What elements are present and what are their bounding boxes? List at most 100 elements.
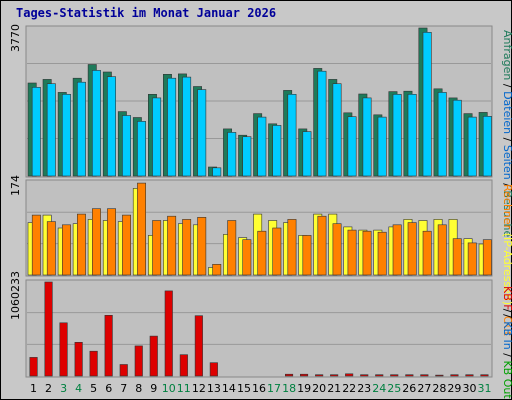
x-tick-label: 8 <box>135 382 142 395</box>
bar-kb-f-day-4 <box>74 341 83 377</box>
bar-out-day-29 <box>452 238 462 276</box>
legend-item: Anfragen <box>501 30 512 84</box>
bar-dateien-day-20 <box>317 70 327 177</box>
x-tick-label: 19 <box>297 382 311 395</box>
bar-dateien-day-15 <box>242 136 252 177</box>
x-tick-labels: 1 2 3 4 5 6 7 8 9 10 11 12 13 14 15 16 17 18 19 20 21 22 23 24 2… <box>30 382 492 395</box>
bar-kb-f-day-27 <box>420 374 429 377</box>
bar-kb-f-day-18 <box>284 373 294 377</box>
legend-item: / <box>501 138 512 145</box>
x-tick-label: 14 <box>222 382 236 395</box>
bar-dateien-day-6 <box>107 76 117 177</box>
bar-dateien-day-31 <box>482 116 492 177</box>
bar-dateien-day-29 <box>452 99 462 177</box>
bar-out-day-2 <box>46 221 56 276</box>
bar-dateien-day-12 <box>197 89 207 177</box>
x-tick-label: 15 <box>237 382 251 395</box>
legend: Anfragen / Dateien / Seiten / Besuche Re… <box>501 30 512 399</box>
page-title: Tages-Statistik im Monat Januar 2026 <box>16 6 277 20</box>
legend-2: KB F / KB In / KB Out <box>501 286 512 399</box>
bar-dateien-day-14 <box>227 132 237 177</box>
bar-dateien-day-8 <box>137 121 146 177</box>
bar-out-day-28 <box>437 224 447 276</box>
x-tick-label: 26 <box>402 382 416 395</box>
legend-item: / <box>501 183 512 190</box>
bar-out-day-22 <box>347 229 357 276</box>
bar-out-day-13 <box>212 263 222 276</box>
bar-out-day-20 <box>317 215 327 276</box>
bar-kb-f-day-5 <box>89 350 98 377</box>
x-tick-label: 28 <box>432 382 446 395</box>
x-tick-label: 9 <box>150 382 157 395</box>
x-tick-label: 20 <box>312 382 326 395</box>
bar-dateien-day-24 <box>377 116 387 177</box>
bar-kb-f-day-7 <box>119 364 128 377</box>
x-tick-label: 29 <box>447 382 461 395</box>
bar-dateien-day-21 <box>332 83 342 177</box>
bar-kb-f-day-9 <box>149 335 158 377</box>
bar-out-day-9 <box>152 220 162 276</box>
x-tick-label: 31 <box>478 382 492 395</box>
bar-out-day-17 <box>272 227 282 276</box>
x-tick-label: 5 <box>90 382 97 395</box>
bar-dateien-day-7 <box>122 115 132 177</box>
bar-kb-f-day-28 <box>435 374 444 377</box>
bar-dateien-day-4 <box>77 81 86 177</box>
bar-out-day-3 <box>61 224 71 276</box>
bar-kb-f-day-10 <box>164 290 173 377</box>
legend-item: Dateien <box>501 91 512 138</box>
bar-kb-f-day-20 <box>315 374 324 377</box>
x-tick-label: 1 <box>30 382 37 395</box>
bar-out-day-14 <box>227 220 237 276</box>
bar-kb-f-day-12 <box>194 315 203 377</box>
bar-kb-f-day-24 <box>375 374 384 377</box>
x-tick-label: 3 <box>60 382 67 395</box>
x-tick-label: 25 <box>387 382 401 395</box>
x-tick-label: 27 <box>417 382 431 395</box>
bar-kb-f-day-1 <box>29 357 38 377</box>
legend-item: / <box>501 314 512 321</box>
bar-kb-f-day-19 <box>299 373 309 377</box>
x-tick-label: 18 <box>282 382 296 395</box>
bar-out-day-27 <box>422 230 432 276</box>
x-tick-label: 21 <box>327 382 341 395</box>
bar-dateien-day-22 <box>347 116 357 177</box>
bar-kb-f-day-25 <box>390 374 399 377</box>
bar-dateien-day-25 <box>392 94 402 177</box>
bar-out-day-30 <box>467 242 477 276</box>
legend-item: Out <box>501 316 512 337</box>
bar-kb-f-day-8 <box>134 345 143 377</box>
x-tick-label: 24 <box>372 382 386 395</box>
legend-item: Seiten <box>501 145 512 183</box>
bar-out-day-10 <box>167 215 177 276</box>
bar-dateien-day-13 <box>212 167 222 177</box>
bar-kb-f-day-21 <box>330 374 339 377</box>
middle-ymax-label: 174 <box>9 175 22 196</box>
bar-dateien-day-1 <box>31 87 41 177</box>
bar-kb-f-day-22 <box>345 373 354 377</box>
x-tick-label: 17 <box>267 382 281 395</box>
bar-out-day-18 <box>287 219 297 276</box>
top-ymax-label: 3770 <box>9 24 22 52</box>
legend-item: (IP-Adressen) <box>501 233 512 309</box>
bar-out-day-12 <box>197 217 207 276</box>
bar-out-day-21 <box>332 223 342 276</box>
bar-dateien-day-18 <box>287 94 297 177</box>
bar-dateien-day-3 <box>61 94 71 177</box>
bottom-panel <box>25 279 493 378</box>
bar-out-day-11 <box>182 219 192 276</box>
bar-out-day-16 <box>257 230 267 276</box>
chart-bars <box>27 27 492 377</box>
bar-kb-f-day-26 <box>405 374 414 377</box>
bar-dateien-day-16 <box>257 116 267 177</box>
x-tick-label: 4 <box>75 382 82 395</box>
legend-item: KB F <box>501 286 512 314</box>
legend-item: / <box>501 309 512 316</box>
bar-dateien-day-28 <box>437 92 447 177</box>
bar-dateien-day-26 <box>407 94 417 177</box>
bar-out-day-1 <box>31 214 41 276</box>
bar-dateien-day-5 <box>92 70 101 177</box>
bar-kb-f-day-23 <box>360 374 369 377</box>
x-tick-label: 22 <box>342 382 356 395</box>
